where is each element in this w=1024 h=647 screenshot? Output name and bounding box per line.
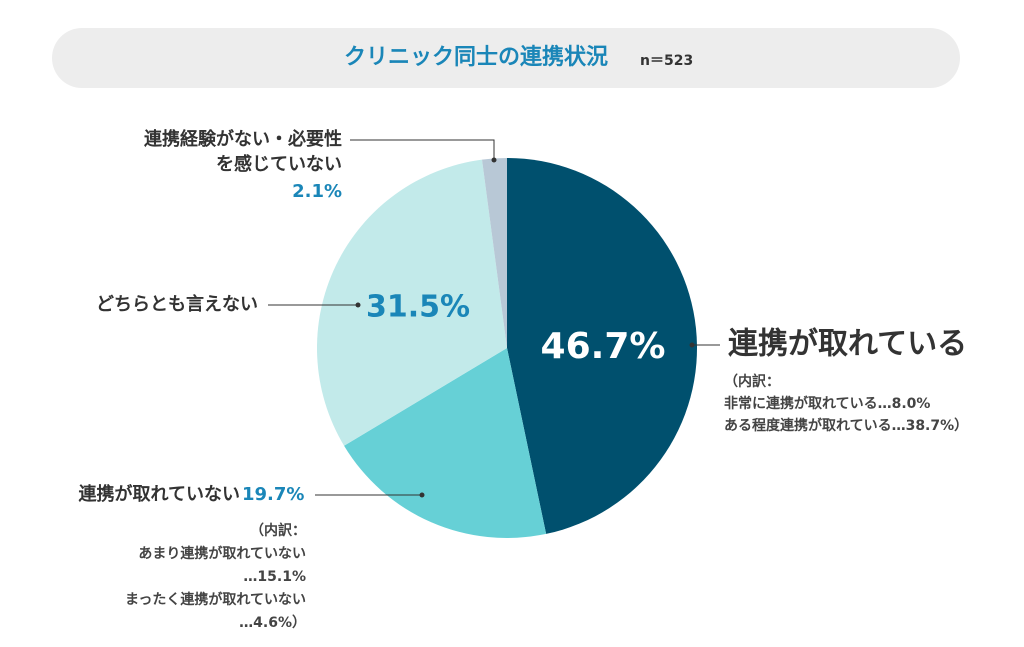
pie-slice <box>344 348 547 538</box>
breakdown-text: まったく連携が取れていない <box>125 591 306 608</box>
leader-dot <box>419 492 425 498</box>
pie-slice <box>317 159 507 446</box>
value-label: 2.1% <box>292 181 342 202</box>
value-label: 31.5% <box>366 290 470 325</box>
title-banner <box>52 28 960 88</box>
breakdown-text: あまり連携が取れていない <box>138 545 306 562</box>
value-label: 46.7% <box>541 326 666 367</box>
category-label: 連携が取れている <box>728 327 967 362</box>
breakdown-text: ある程度連携が取れている…38.7%） <box>724 417 968 434</box>
leader-dot <box>689 342 695 348</box>
chart-subtitle: n＝523 <box>640 53 693 69</box>
category-label: を感じていない <box>216 153 342 175</box>
leader-dot <box>355 302 361 308</box>
breakdown-text: 非常に連携が取れている…8.0% <box>724 395 930 412</box>
pie-slice <box>507 158 697 534</box>
category-label: 連携経験がない・必要性 <box>144 128 342 150</box>
category-label: どちらとも言えない <box>96 293 258 315</box>
leader-line <box>350 139 495 160</box>
category-label: 連携が取れていない <box>79 483 240 505</box>
pie-slice <box>482 158 507 348</box>
leader-dot <box>491 157 497 163</box>
value-label: 19.7% <box>242 484 304 505</box>
breakdown-text: （内訳： <box>724 373 780 390</box>
breakdown-text: …15.1% <box>243 569 306 585</box>
chart-title: クリニック同士の連携状況 <box>344 44 608 70</box>
breakdown-text: （内訳： <box>250 522 306 539</box>
breakdown-text: …4.6%） <box>239 615 306 631</box>
